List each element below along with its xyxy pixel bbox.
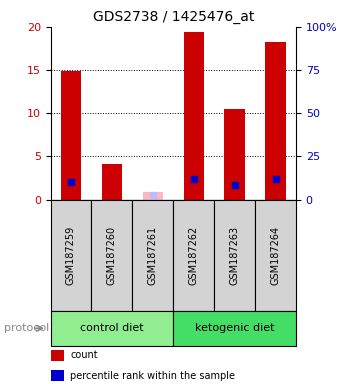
Point: [150, 192, 156, 198]
Point: [232, 182, 238, 188]
Point: [68, 179, 74, 185]
Bar: [225, 109, 245, 200]
Text: GSM187264: GSM187264: [270, 226, 280, 285]
Bar: [183, 32, 204, 200]
Bar: [265, 41, 286, 200]
Text: GSM187261: GSM187261: [148, 226, 158, 285]
Text: GSM187263: GSM187263: [230, 226, 240, 285]
Point: [273, 176, 278, 182]
Text: percentile rank within the sample: percentile rank within the sample: [70, 371, 235, 381]
Text: GSM187259: GSM187259: [66, 226, 76, 285]
Point: [191, 176, 197, 182]
Bar: [61, 71, 81, 200]
Text: GSM187262: GSM187262: [189, 226, 199, 285]
Text: ketogenic diet: ketogenic diet: [195, 323, 274, 333]
Bar: [102, 164, 122, 200]
Text: GSM187260: GSM187260: [107, 226, 117, 285]
Title: GDS2738 / 1425476_at: GDS2738 / 1425476_at: [92, 10, 254, 25]
Text: count: count: [70, 350, 98, 360]
Bar: [143, 192, 163, 200]
Text: control diet: control diet: [80, 323, 144, 333]
Text: protocol: protocol: [4, 323, 49, 333]
